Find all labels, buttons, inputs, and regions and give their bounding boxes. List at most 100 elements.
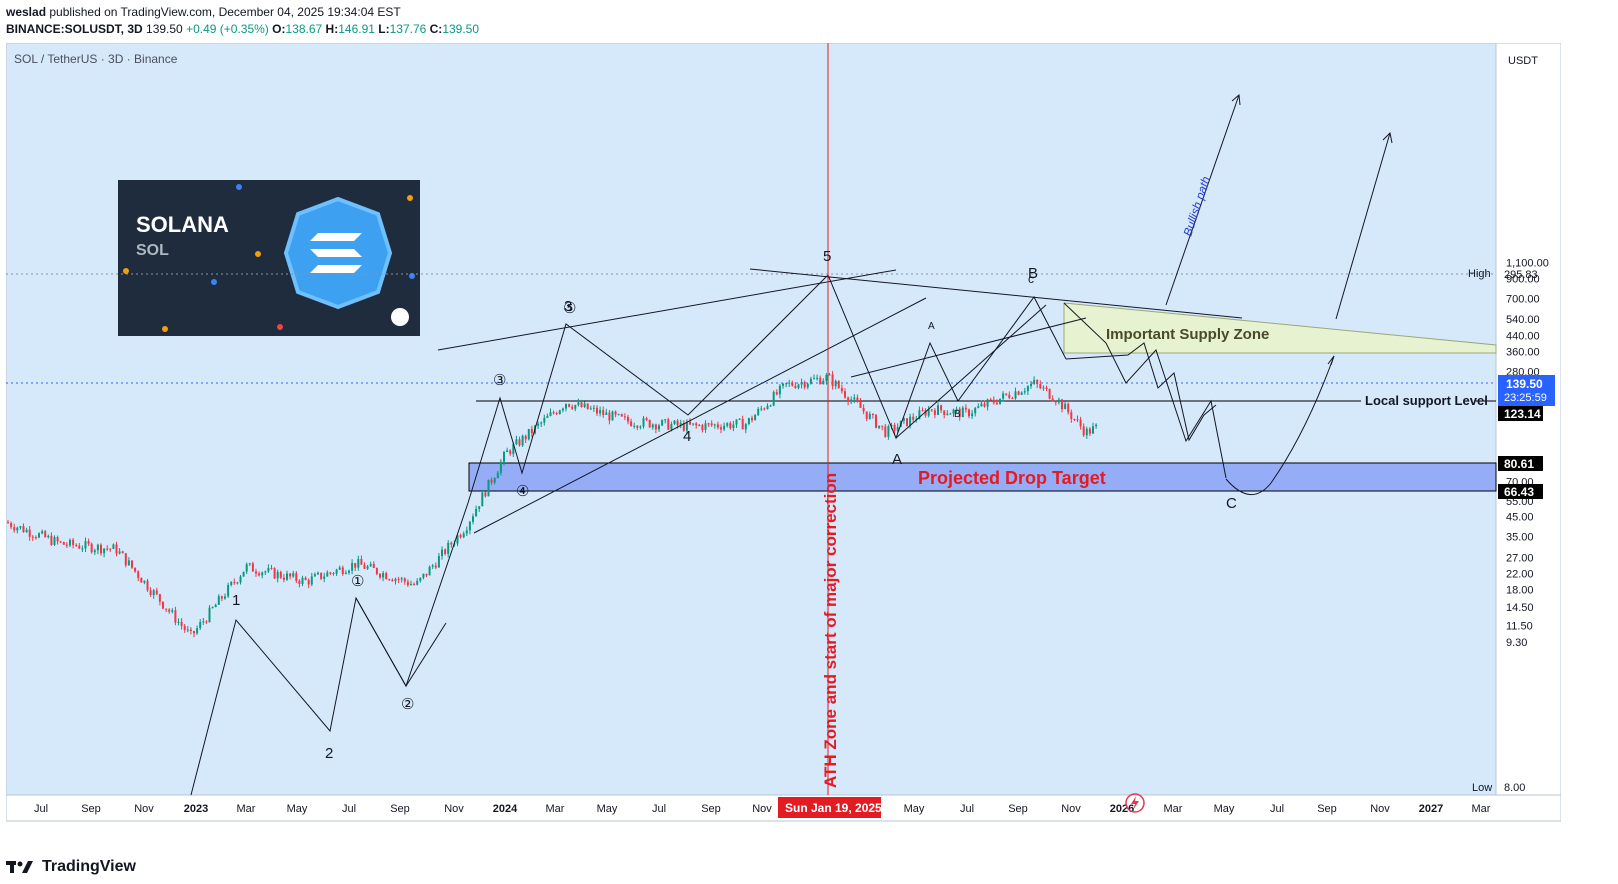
candle-body: [410, 583, 412, 586]
candle-body: [766, 405, 769, 409]
candle-body: [413, 583, 416, 585]
ohlc-line: BINANCE:SOLUSDT, 3D 139.50 +0.49 (+0.35%…: [6, 21, 479, 38]
price-tick: 11.50: [1506, 620, 1533, 632]
candle-body: [441, 549, 443, 557]
price-tick: 18.00: [1506, 585, 1534, 597]
bolt-icon[interactable]: [1124, 792, 1146, 814]
candle-body: [614, 411, 617, 415]
candle-body: [174, 610, 177, 623]
candle-body: [729, 423, 732, 429]
candle-body: [366, 566, 369, 569]
time-label: Jul: [652, 803, 666, 815]
price-tick: 440.00: [1506, 330, 1540, 342]
candle-body: [437, 556, 440, 568]
candle-body: [1088, 428, 1091, 434]
candle-body: [1011, 398, 1014, 400]
chart-header: weslad published on TradingView.com, Dec…: [6, 4, 479, 38]
candle-body: [865, 411, 868, 419]
time-label: Nov: [752, 803, 772, 815]
wave-label-A: A: [892, 451, 902, 468]
author-name[interactable]: weslad: [6, 5, 47, 19]
candle-body: [168, 609, 171, 612]
candle-body: [561, 408, 564, 411]
chart-svg[interactable]: SOL / TetherUS · 3D · Binance SOLANA SOL…: [5, 42, 1562, 853]
candle-body: [193, 631, 195, 634]
candle-body: [933, 410, 936, 415]
candle-body: [906, 418, 908, 426]
candle-body: [844, 391, 846, 398]
candle-body: [670, 424, 673, 430]
candle-body: [444, 549, 447, 554]
candle-body: [137, 571, 140, 578]
candle-body: [379, 574, 381, 578]
high-value: 295.83: [1504, 269, 1538, 281]
candle-body: [465, 530, 468, 534]
price-tick: 35.00: [1506, 532, 1534, 544]
candle-body: [490, 479, 493, 483]
candle-body: [375, 567, 378, 575]
candle-body: [434, 565, 437, 568]
candle-body: [530, 428, 533, 434]
candle-body: [416, 580, 419, 585]
candle-body: [28, 529, 31, 537]
chart-area[interactable]: SOL / TetherUS · 3D · Binance SOLANA SOL…: [5, 42, 1562, 853]
wave-label-c: c: [1028, 272, 1034, 286]
candle-body: [152, 590, 155, 596]
candle-body: [447, 542, 450, 554]
candle-body: [881, 425, 884, 427]
price-tick: 360.00: [1506, 346, 1540, 358]
candle-body: [909, 416, 912, 426]
time-label: May: [1214, 803, 1235, 815]
candle-body: [710, 423, 713, 426]
wave-label-small-B: B: [954, 409, 961, 420]
ath-vertical-label: ATH Zone and start of major correction: [821, 473, 840, 788]
candle-body: [146, 580, 149, 591]
wave-label-circle-3: ③: [493, 372, 506, 389]
candle-body: [162, 601, 164, 609]
open-value: 138.67: [285, 22, 323, 36]
candle-body: [555, 413, 558, 415]
close-value: 139.50: [442, 22, 480, 36]
candle-body: [481, 492, 484, 507]
drop-target-zone[interactable]: [468, 462, 1497, 492]
zone-bottom-badge: [1498, 484, 1543, 499]
candle-body: [589, 408, 592, 410]
last-price: 139.50: [146, 22, 183, 36]
candle-body: [676, 420, 679, 426]
candle-body: [698, 425, 701, 427]
candle-body: [81, 548, 84, 550]
candle-body: [878, 425, 881, 428]
candle-body: [131, 560, 133, 568]
supply-zone[interactable]: [1063, 302, 1497, 354]
solana-icon: [283, 196, 393, 310]
candle-body: [248, 563, 251, 565]
candle-body: [816, 377, 819, 379]
candle-body: [320, 572, 323, 579]
candle-body: [689, 421, 691, 425]
candle-body: [596, 407, 598, 414]
candle-body: [1085, 428, 1088, 436]
candle-body: [289, 573, 292, 577]
candle-body: [713, 424, 716, 426]
time-label: Jul: [960, 803, 974, 815]
candle-body: [580, 402, 583, 407]
candle-body: [103, 548, 106, 554]
support-price-badge: [1498, 406, 1543, 421]
candle-body: [1045, 387, 1048, 389]
current-price-badge[interactable]: [1498, 375, 1555, 406]
candle-body: [884, 426, 887, 437]
candle-body: [1033, 380, 1036, 384]
wave-label-5: 5: [823, 248, 831, 265]
candle-body: [524, 435, 527, 440]
candle-body: [78, 545, 81, 549]
price-tick: 14.50: [1506, 602, 1534, 614]
candle-body: [862, 407, 865, 412]
candle-body: [791, 382, 794, 386]
time-label: Mar: [1472, 803, 1491, 815]
footer-brand[interactable]: TradingView: [42, 858, 136, 875]
candle-body: [682, 422, 685, 431]
candle-body: [707, 423, 710, 425]
candlestick-series[interactable]: [7, 370, 1098, 638]
candle-body: [1030, 383, 1032, 387]
candle-body: [317, 572, 319, 575]
